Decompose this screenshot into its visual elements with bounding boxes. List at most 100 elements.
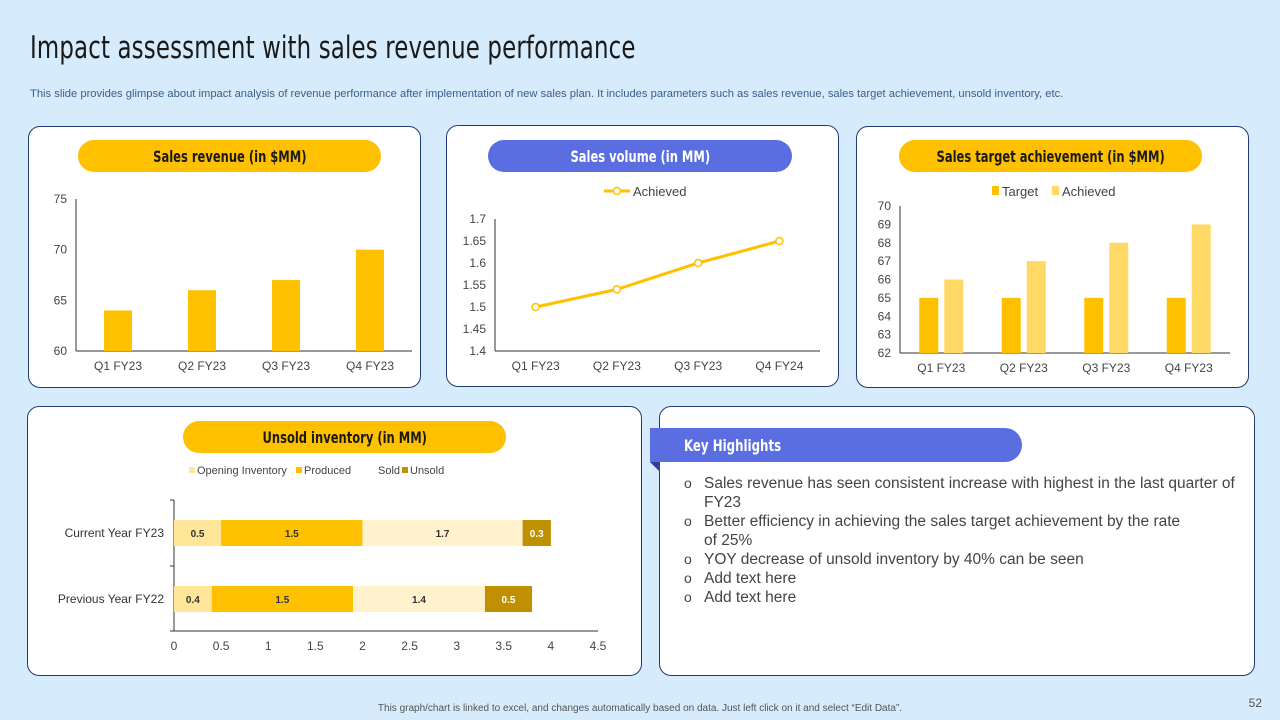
highlight-item: YOY decrease of unsold inventory by 40% … — [684, 550, 1240, 569]
data-label: 0.5 — [502, 595, 516, 606]
highlight-item: Add text here — [684, 588, 1240, 607]
page-number: 52 — [1248, 696, 1262, 710]
legend-swatch-target — [992, 186, 999, 195]
y-tick-label: 68 — [878, 236, 892, 250]
page-subtitle: This slide provides glimpse about impact… — [30, 88, 1064, 100]
x-tick-label: Q2 FY23 — [1000, 361, 1048, 375]
x-tick-label: 0.5 — [213, 639, 230, 653]
bar-q1-fy23 — [104, 310, 132, 351]
x-tick-label: Q3 FY23 — [262, 359, 310, 373]
legend-label-opening-inventory: Opening Inventory — [197, 465, 287, 477]
y-tick-label: 1.6 — [469, 256, 486, 270]
data-label: 0.4 — [186, 595, 200, 606]
bar-segment-unsold — [522, 520, 551, 546]
y-tick-label: 1.65 — [463, 234, 487, 248]
data-point — [693, 258, 703, 268]
y-tick-label: 65 — [878, 291, 892, 305]
bar-q3-fy23 — [272, 280, 300, 351]
bar-achieved — [944, 279, 964, 353]
legend-swatch-unsold — [402, 467, 408, 473]
key-highlights-tab: Key Highlights — [650, 428, 1022, 462]
sales-revenue-pill: Sales revenue (in $MM) — [78, 140, 381, 172]
bar-segment-sold — [362, 520, 523, 546]
x-tick-label: Q2 FY23 — [593, 359, 641, 373]
y-tick-label: 64 — [878, 309, 892, 323]
bar-segment-produced — [221, 520, 363, 546]
sales-target-title: Sales target achievement (in $MM) — [936, 146, 1165, 166]
y-tick-label: 1.55 — [463, 278, 487, 292]
x-tick-label: Q3 FY23 — [1082, 361, 1130, 375]
footnote: This graph/chart is linked to excel, and… — [377, 703, 903, 714]
x-tick-label: Q3 FY23 — [674, 359, 722, 373]
x-tick-label: Q4 FY23 — [1165, 361, 1213, 375]
key-highlights-list: Sales revenue has seen consistent increa… — [684, 474, 1240, 607]
highlight-item: Add text here — [684, 569, 1240, 588]
data-label: 1.7 — [436, 529, 450, 540]
category-label: Current Year FY23 — [65, 526, 165, 540]
highlight-item: Sales revenue has seen consistent increa… — [684, 474, 1240, 512]
unsold-inventory-pill: Unsold inventory (in MM) — [183, 421, 506, 453]
x-tick-label: 4 — [548, 639, 555, 653]
x-tick-label: 2 — [359, 639, 366, 653]
bar-target — [919, 297, 939, 353]
bar-segment-sold — [353, 586, 485, 612]
bar-achieved — [1109, 242, 1129, 353]
key-highlights-title: Key Highlights — [684, 435, 782, 455]
x-tick-label: 2.5 — [401, 639, 418, 653]
x-tick-label: Q4 FY23 — [346, 359, 394, 373]
y-tick-label: 60 — [54, 344, 68, 358]
x-tick-label: 1 — [265, 639, 272, 653]
x-tick-label: 3.5 — [495, 639, 512, 653]
y-tick-label: 70 — [878, 199, 892, 213]
key-highlights-fold — [650, 462, 660, 472]
data-label: 0.3 — [530, 529, 544, 540]
bar-q2-fy23 — [188, 290, 216, 351]
series-line-achieved — [535, 239, 780, 309]
data-label: 1.4 — [412, 595, 426, 606]
x-tick-label: Q1 FY23 — [512, 359, 560, 373]
x-tick-label: Q2 FY23 — [178, 359, 226, 373]
highlight-item: Better efficiency in achieving the sales… — [684, 512, 1184, 550]
legend-label-achieved: Achieved — [633, 184, 686, 199]
x-tick-label: Q1 FY23 — [94, 359, 142, 373]
data-label: 1.5 — [275, 595, 289, 606]
unsold-inventory-title: Unsold inventory (in MM) — [262, 427, 427, 447]
y-tick-label: 70 — [54, 243, 68, 257]
y-tick-label: 66 — [878, 273, 892, 287]
sales-volume-pill: Sales volume (in MM) — [488, 140, 792, 172]
x-tick-label: 0 — [171, 639, 178, 653]
data-label: 0.5 — [191, 529, 205, 540]
category-label: Previous Year FY22 — [58, 592, 164, 606]
legend-swatch-opening-inventory — [189, 467, 195, 473]
x-tick-label: Q4 FY24 — [755, 359, 803, 373]
bar-segment-opening-inventory — [174, 586, 212, 612]
bar-segment-produced — [211, 586, 354, 612]
legend-swatch-produced — [296, 467, 302, 473]
bar-segment-unsold — [484, 586, 533, 612]
x-tick-label: 1.5 — [307, 639, 324, 653]
legend-swatch-achieved — [1052, 186, 1059, 195]
bar-target — [1084, 297, 1104, 353]
y-tick-label: 75 — [54, 192, 68, 206]
y-tick-label: 69 — [878, 217, 892, 231]
x-tick-label: Q1 FY23 — [917, 361, 965, 375]
y-tick-label: 62 — [878, 346, 892, 360]
y-tick-label: 67 — [878, 254, 892, 268]
bar-target — [1001, 297, 1021, 353]
y-tick-label: 63 — [878, 328, 892, 342]
page-title: Impact assessment with sales revenue per… — [30, 30, 636, 66]
sales-revenue-title: Sales revenue (in $MM) — [152, 146, 307, 166]
sales-volume-title: Sales volume (in MM) — [570, 146, 710, 166]
legend-label-unsold: Unsold — [410, 465, 444, 477]
sales-target-pill: Sales target achievement (in $MM) — [899, 140, 1202, 172]
y-tick-label: 1.7 — [469, 212, 486, 226]
bar-target — [1166, 297, 1186, 353]
data-label: 1.5 — [285, 529, 299, 540]
bar-q4-fy23 — [356, 249, 384, 351]
y-tick-label: 1.45 — [463, 322, 487, 336]
bar-achieved — [1026, 261, 1046, 353]
legend-label-target: Target — [1002, 184, 1039, 199]
x-tick-label: 3 — [453, 639, 460, 653]
